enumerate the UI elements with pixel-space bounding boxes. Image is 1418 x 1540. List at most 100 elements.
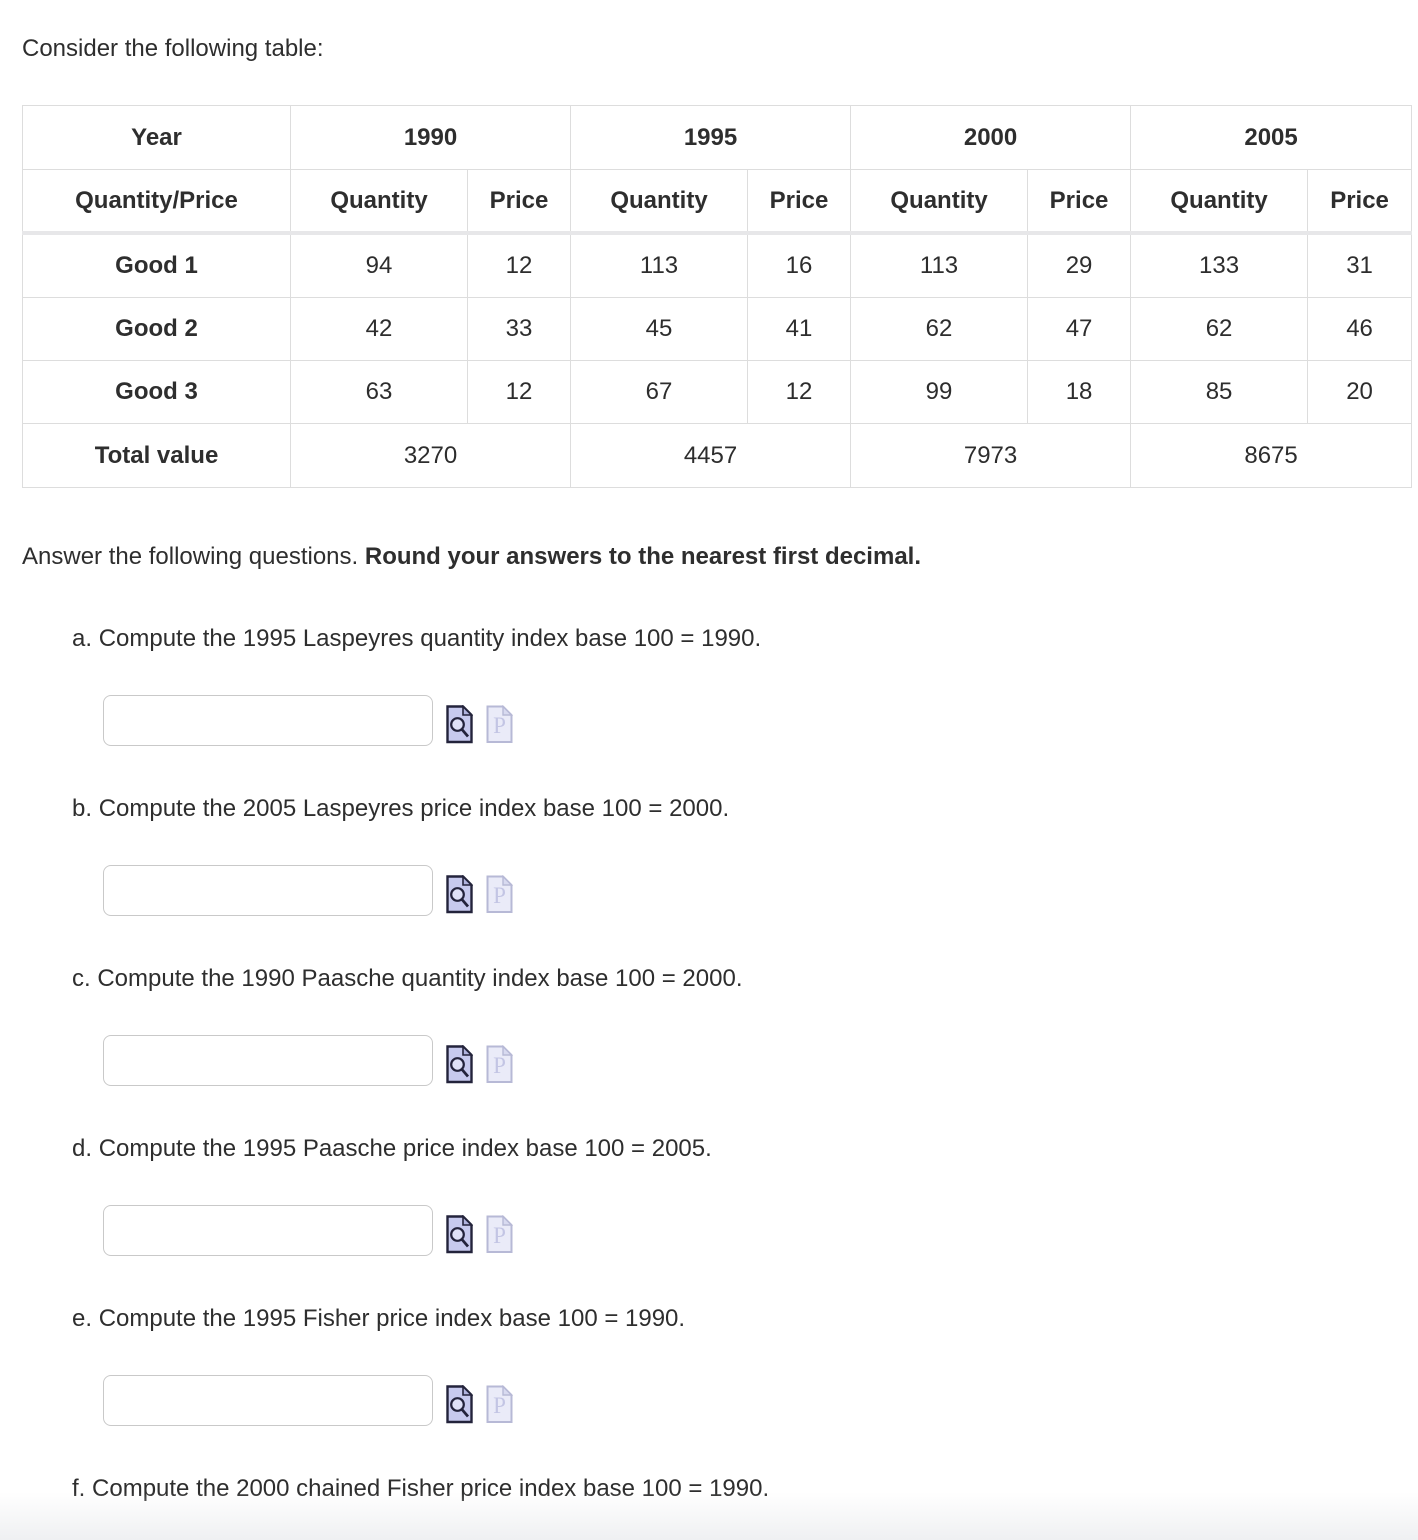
table-row-good-1: Good 1 94 12 113 16 113 29 133 31 bbox=[22, 232, 1413, 298]
total-value-1995: 4457 bbox=[570, 423, 852, 488]
table-cell: 16 bbox=[747, 232, 852, 298]
answer-row-c: P bbox=[103, 1034, 1418, 1087]
question-b-text: b. Compute the 2005 Laspeyres price inde… bbox=[72, 794, 1418, 824]
question-b-letter: b. bbox=[72, 795, 93, 822]
table-cell: 133 bbox=[1130, 232, 1309, 298]
table-row-subheaders: Quantity/Price Quantity Price Quantity P… bbox=[22, 169, 1413, 235]
year-header-1995: 1995 bbox=[570, 105, 852, 170]
paper-p-icon: P bbox=[486, 1215, 513, 1254]
year-header-2005: 2005 bbox=[1130, 105, 1413, 170]
table-cell: 85 bbox=[1130, 360, 1309, 424]
table-cell: 94 bbox=[290, 232, 468, 298]
total-value-2000: 7973 bbox=[850, 423, 1132, 488]
preview-icon[interactable] bbox=[446, 705, 473, 744]
paper-p-icon: P bbox=[486, 1385, 513, 1424]
answer-row-b: P bbox=[103, 864, 1418, 917]
price-quantity-table: Year 1990 1995 2000 2005 Quantity/Price … bbox=[22, 105, 1413, 488]
price-header-cell: Price bbox=[747, 169, 852, 235]
question-c-text: c. Compute the 1990 Paasche quantity ind… bbox=[72, 964, 1418, 994]
year-header-1990: 1990 bbox=[289, 105, 572, 170]
quantity-header-cell: Quantity bbox=[290, 169, 468, 235]
instructions-bold: Round your answers to the nearest first … bbox=[364, 543, 921, 570]
preview-icon[interactable] bbox=[446, 1215, 473, 1254]
question-d-text: d. Compute the 1995 Paasche price index … bbox=[72, 1134, 1418, 1164]
table-row-total: Total value 3270 4457 7973 8675 bbox=[22, 423, 1413, 488]
svg-text:P: P bbox=[493, 1053, 506, 1078]
answer-input-b[interactable] bbox=[103, 865, 433, 916]
svg-text:P: P bbox=[493, 1393, 506, 1418]
table-cell: 62 bbox=[1130, 297, 1309, 361]
total-value-1990: 3270 bbox=[289, 423, 572, 488]
table-cell: 31 bbox=[1307, 232, 1413, 298]
row-label-cell: Good 1 bbox=[22, 232, 291, 298]
row-label-cell: Good 2 bbox=[22, 297, 291, 361]
table-cell: 18 bbox=[1027, 360, 1132, 424]
table-cell: 33 bbox=[466, 297, 572, 361]
paper-p-icon: P bbox=[486, 875, 513, 914]
table-cell: 41 bbox=[747, 297, 852, 361]
paper-p-icon: P bbox=[486, 1045, 513, 1084]
question-d-letter: d. bbox=[72, 1135, 93, 1162]
quantity-header-cell: Quantity bbox=[850, 169, 1029, 235]
question-e-letter: e. bbox=[72, 1305, 93, 1332]
answer-input-c[interactable] bbox=[103, 1035, 433, 1086]
answer-input-d[interactable] bbox=[103, 1205, 433, 1256]
question-d-body: Compute the 1995 Paasche price index bas… bbox=[98, 1135, 712, 1162]
page-title: Consider the following table: bbox=[22, 35, 324, 62]
answer-input-a[interactable] bbox=[103, 695, 433, 746]
svg-text:P: P bbox=[493, 1223, 506, 1248]
question-c-letter: c. bbox=[72, 965, 91, 992]
price-header-cell: Price bbox=[466, 169, 572, 235]
preview-icon[interactable] bbox=[446, 1045, 473, 1084]
table-cell: 113 bbox=[570, 232, 749, 298]
question-b-body: Compute the 2005 Laspeyres price index b… bbox=[98, 795, 730, 822]
question-a-letter: a. bbox=[72, 625, 93, 652]
price-header-cell: Price bbox=[1307, 169, 1413, 235]
question-a-body: Compute the 1995 Laspeyres quantity inde… bbox=[98, 625, 762, 652]
table-cell: 12 bbox=[466, 232, 572, 298]
table-row-good-2: Good 2 42 33 45 41 62 47 62 46 bbox=[22, 297, 1413, 361]
question-e-body: Compute the 1995 Fisher price index base… bbox=[98, 1305, 686, 1332]
preview-icon[interactable] bbox=[446, 875, 473, 914]
question-e-text: e. Compute the 1995 Fisher price index b… bbox=[72, 1304, 1418, 1334]
price-header-cell: Price bbox=[1027, 169, 1132, 235]
table-cell: 67 bbox=[570, 360, 749, 424]
table-cell: 46 bbox=[1307, 297, 1413, 361]
answer-row-a: P bbox=[103, 694, 1418, 747]
row-label-cell: Good 3 bbox=[22, 360, 291, 424]
preview-icon[interactable] bbox=[446, 1385, 473, 1424]
instructions-normal: Answer the following questions. bbox=[22, 543, 365, 570]
table-cell: 45 bbox=[570, 297, 749, 361]
table-cell: 47 bbox=[1027, 297, 1132, 361]
table-cell: 99 bbox=[850, 360, 1029, 424]
table-cell: 29 bbox=[1027, 232, 1132, 298]
answer-input-e[interactable] bbox=[103, 1375, 433, 1426]
svg-text:P: P bbox=[493, 713, 506, 738]
quantity-header-cell: Quantity bbox=[1130, 169, 1309, 235]
table-cell: 42 bbox=[290, 297, 468, 361]
svg-text:P: P bbox=[493, 883, 506, 908]
answer-row-e: P bbox=[103, 1374, 1418, 1427]
table-corner-cell: Year bbox=[22, 105, 291, 170]
paper-p-icon: P bbox=[486, 705, 513, 744]
answer-row-d: P bbox=[103, 1204, 1418, 1257]
table-cell: 12 bbox=[466, 360, 572, 424]
question-f-text: f. Compute the 2000 chained Fisher price… bbox=[72, 1474, 1418, 1504]
table-cell: 113 bbox=[850, 232, 1029, 298]
question-c-body: Compute the 1990 Paasche quantity index … bbox=[97, 965, 743, 992]
quantity-header-cell: Quantity bbox=[570, 169, 749, 235]
question-a-text: a. Compute the 1995 Laspeyres quantity i… bbox=[72, 624, 1418, 654]
year-header-2000: 2000 bbox=[850, 105, 1132, 170]
total-value-2005: 8675 bbox=[1130, 423, 1413, 488]
table-row-good-3: Good 3 63 12 67 12 99 18 85 20 bbox=[22, 360, 1413, 424]
table-cell: 20 bbox=[1307, 360, 1413, 424]
question-f-body: Compute the 2000 chained Fisher price in… bbox=[92, 1475, 770, 1502]
question-f-letter: f. bbox=[72, 1475, 86, 1502]
total-label-cell: Total value bbox=[22, 423, 291, 488]
table-cell: 12 bbox=[747, 360, 852, 424]
table-cell: 63 bbox=[290, 360, 468, 424]
subheader-label-cell: Quantity/Price bbox=[22, 169, 291, 235]
table-cell: 62 bbox=[850, 297, 1029, 361]
instructions-text: Answer the following questions. Round yo… bbox=[22, 542, 1418, 572]
